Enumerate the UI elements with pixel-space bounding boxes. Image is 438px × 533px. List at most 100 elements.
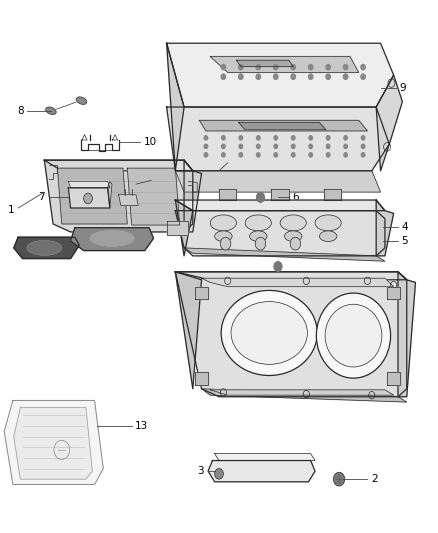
Circle shape xyxy=(215,469,223,479)
Polygon shape xyxy=(387,287,400,300)
Polygon shape xyxy=(324,189,341,200)
Polygon shape xyxy=(272,189,289,200)
Circle shape xyxy=(274,136,278,140)
Circle shape xyxy=(204,136,208,140)
Polygon shape xyxy=(184,248,385,261)
Text: 10: 10 xyxy=(144,136,157,147)
Polygon shape xyxy=(201,389,407,402)
Polygon shape xyxy=(68,181,110,188)
Circle shape xyxy=(344,144,347,149)
Polygon shape xyxy=(208,461,315,482)
Circle shape xyxy=(308,64,313,70)
Circle shape xyxy=(291,153,295,157)
Circle shape xyxy=(343,74,348,79)
Circle shape xyxy=(256,74,261,79)
Polygon shape xyxy=(14,407,92,479)
Polygon shape xyxy=(184,160,201,232)
Polygon shape xyxy=(108,181,112,208)
Text: 7: 7 xyxy=(38,192,44,203)
Ellipse shape xyxy=(46,107,56,115)
Circle shape xyxy=(222,153,225,157)
Text: 1: 1 xyxy=(8,205,14,215)
Circle shape xyxy=(344,136,347,140)
Circle shape xyxy=(257,153,260,157)
Ellipse shape xyxy=(285,231,302,241)
Polygon shape xyxy=(215,454,315,461)
Polygon shape xyxy=(175,211,385,256)
Polygon shape xyxy=(195,372,208,384)
Polygon shape xyxy=(201,278,394,287)
Circle shape xyxy=(326,64,330,70)
Ellipse shape xyxy=(27,240,62,255)
Circle shape xyxy=(274,153,278,157)
Circle shape xyxy=(361,64,365,70)
Polygon shape xyxy=(4,400,103,484)
Polygon shape xyxy=(166,107,389,171)
Circle shape xyxy=(343,64,348,70)
Circle shape xyxy=(309,153,312,157)
Polygon shape xyxy=(175,171,381,192)
Polygon shape xyxy=(44,160,193,171)
Ellipse shape xyxy=(316,293,391,378)
Polygon shape xyxy=(14,237,79,259)
Circle shape xyxy=(291,136,295,140)
Polygon shape xyxy=(166,43,394,107)
Polygon shape xyxy=(44,160,193,232)
Circle shape xyxy=(308,74,313,79)
Text: 13: 13 xyxy=(135,421,148,431)
Circle shape xyxy=(239,153,243,157)
Ellipse shape xyxy=(315,215,341,231)
Polygon shape xyxy=(57,168,127,224)
Circle shape xyxy=(291,64,295,70)
Circle shape xyxy=(291,74,295,79)
Circle shape xyxy=(361,153,365,157)
Circle shape xyxy=(290,237,300,250)
Circle shape xyxy=(361,136,365,140)
Polygon shape xyxy=(199,120,367,131)
Polygon shape xyxy=(166,43,184,171)
Polygon shape xyxy=(175,200,385,211)
Circle shape xyxy=(257,192,265,202)
Circle shape xyxy=(361,144,365,149)
Text: 6: 6 xyxy=(154,175,161,185)
Circle shape xyxy=(221,64,226,70)
Ellipse shape xyxy=(215,231,232,241)
Circle shape xyxy=(256,64,261,70)
Polygon shape xyxy=(166,221,188,235)
Circle shape xyxy=(239,144,243,149)
Ellipse shape xyxy=(76,97,87,104)
Text: 8: 8 xyxy=(17,106,23,116)
Polygon shape xyxy=(239,123,326,130)
Polygon shape xyxy=(210,390,394,395)
Polygon shape xyxy=(210,56,359,72)
Ellipse shape xyxy=(90,230,134,246)
Ellipse shape xyxy=(245,215,272,231)
Circle shape xyxy=(239,136,243,140)
Ellipse shape xyxy=(210,215,237,231)
Circle shape xyxy=(239,74,243,79)
Circle shape xyxy=(309,144,312,149)
Circle shape xyxy=(239,64,243,70)
Circle shape xyxy=(361,74,365,79)
Text: 5: 5 xyxy=(402,236,408,246)
Ellipse shape xyxy=(319,231,337,241)
Circle shape xyxy=(204,153,208,157)
Ellipse shape xyxy=(221,290,317,375)
Circle shape xyxy=(326,144,330,149)
Polygon shape xyxy=(237,60,293,67)
Text: 1: 1 xyxy=(209,167,215,177)
Circle shape xyxy=(222,144,225,149)
Text: 4: 4 xyxy=(402,222,408,232)
Circle shape xyxy=(274,74,278,79)
Polygon shape xyxy=(119,195,138,205)
Circle shape xyxy=(344,153,347,157)
Ellipse shape xyxy=(280,215,306,231)
Polygon shape xyxy=(398,272,416,397)
Circle shape xyxy=(220,237,231,250)
Polygon shape xyxy=(376,200,394,256)
Polygon shape xyxy=(376,75,403,171)
Polygon shape xyxy=(387,372,400,384)
Circle shape xyxy=(326,136,330,140)
Polygon shape xyxy=(175,272,201,389)
Polygon shape xyxy=(71,228,153,251)
